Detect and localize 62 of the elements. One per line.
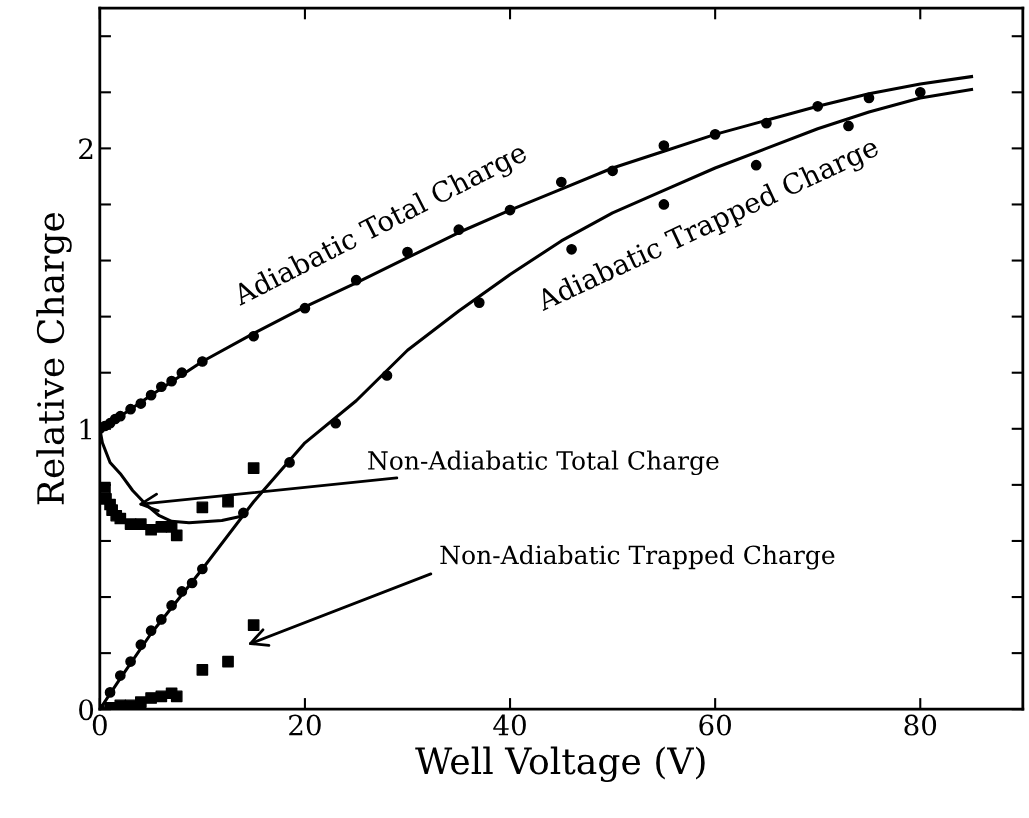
point — [402, 246, 413, 258]
point — [709, 129, 721, 140]
point — [125, 656, 136, 667]
point — [247, 619, 260, 631]
point — [114, 512, 127, 525]
point — [114, 670, 126, 681]
point — [473, 297, 485, 308]
point — [134, 518, 147, 530]
point — [750, 159, 762, 171]
point — [135, 639, 147, 651]
y-axis-title: Relative Charge — [36, 212, 72, 505]
point — [914, 86, 926, 98]
point — [196, 501, 209, 514]
point — [381, 370, 393, 381]
point — [843, 120, 854, 132]
point — [330, 417, 342, 429]
point — [222, 655, 234, 668]
point — [197, 356, 208, 367]
point — [166, 600, 177, 611]
point — [555, 176, 567, 188]
point — [812, 100, 824, 112]
point — [607, 165, 618, 177]
point — [658, 140, 670, 151]
point — [284, 457, 295, 468]
x-tick-label: 40 — [493, 714, 526, 736]
point — [186, 577, 198, 589]
point — [863, 92, 875, 104]
point — [170, 529, 183, 542]
point — [145, 625, 157, 637]
point — [761, 117, 772, 129]
point — [135, 398, 147, 409]
point — [155, 381, 167, 393]
point — [176, 367, 188, 379]
point — [504, 204, 516, 216]
point — [145, 692, 157, 704]
point — [155, 614, 167, 625]
x-tick-label: 60 — [699, 714, 731, 736]
point — [166, 375, 177, 387]
point — [155, 690, 168, 703]
point — [197, 563, 208, 575]
annotation: Non-Adiabatic Total Charge — [368, 450, 719, 476]
point — [125, 403, 136, 415]
point — [238, 507, 249, 519]
point — [134, 696, 147, 709]
x-axis-title: Well Voltage (V) — [415, 746, 705, 782]
point — [248, 330, 260, 342]
x-tick-label: 80 — [904, 714, 937, 736]
point — [247, 462, 260, 474]
point — [170, 690, 183, 703]
point — [453, 224, 465, 236]
x-tick-label: 20 — [289, 714, 321, 736]
point — [104, 687, 116, 698]
point — [145, 389, 157, 401]
point — [196, 664, 209, 676]
y-tick-label: 1 — [80, 418, 92, 440]
point — [176, 586, 188, 597]
y-tick-label: 2 — [79, 138, 93, 159]
annotation: Non-Adiabatic Trapped Charge — [440, 544, 835, 570]
point — [222, 495, 234, 508]
point — [145, 523, 157, 536]
y-tick-label: 0 — [79, 699, 94, 721]
point — [114, 410, 126, 422]
